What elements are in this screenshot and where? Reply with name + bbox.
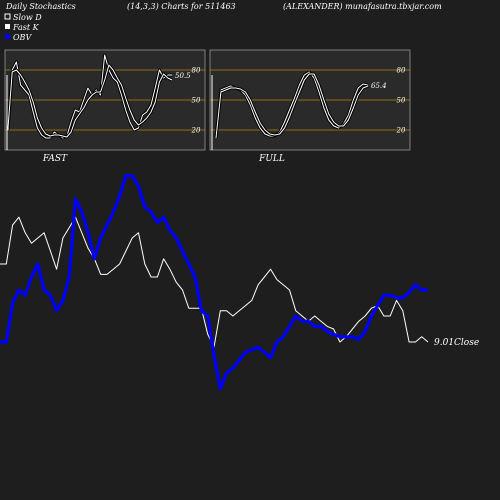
full-last-value-label: 65.4 bbox=[371, 82, 387, 90]
legend-label-fast-k: Fast K bbox=[12, 23, 40, 32]
fast-y-tick-20: 20 bbox=[191, 127, 201, 135]
price-obv-panel: 9.01Close bbox=[0, 174, 479, 391]
fast-series-lines bbox=[6, 53, 173, 150]
price-obv-series-lines bbox=[0, 174, 429, 391]
full-y-tick-20: 20 bbox=[396, 127, 406, 135]
legend-marker-fast-k bbox=[5, 24, 10, 29]
full-y-ticks: 20 50 80 bbox=[396, 67, 406, 135]
fast-last-value-label: 50.5 bbox=[175, 72, 191, 80]
fast-y-tick-50: 50 bbox=[192, 97, 201, 105]
full-y-tick-50: 50 bbox=[397, 97, 406, 105]
legend: Slow D Fast K OBV bbox=[4, 13, 42, 42]
full-panel-label: FULL bbox=[258, 154, 285, 164]
fast-y-ticks: 20 50 80 bbox=[191, 67, 201, 135]
legend-label-obv: OBV bbox=[13, 33, 32, 42]
full-series-lines bbox=[211, 70, 369, 150]
legend-marker-slow-d bbox=[4, 13, 11, 20]
close-value-label: 9.01Close bbox=[434, 338, 479, 348]
chart-params: (14,3,3) Charts for 511463 bbox=[127, 2, 236, 11]
legend-marker-obv bbox=[5, 34, 10, 39]
full-reference-lines bbox=[210, 69, 410, 131]
fast-slow-d-line bbox=[7, 64, 173, 138]
full-y-tick-80: 80 bbox=[397, 67, 406, 75]
chart-source: (ALEXANDER) munafasutra.tbxjar.com bbox=[283, 2, 442, 11]
fast-panel-label: FAST bbox=[42, 154, 68, 164]
obv-line bbox=[0, 174, 428, 391]
full-full-d-line bbox=[215, 73, 369, 139]
fast-fast-k-line bbox=[7, 54, 172, 139]
fast-stochastic-panel: 20 50 80 50.5 FAST bbox=[4, 49, 206, 164]
full-stochastic-panel: 20 50 80 65.4 FULL bbox=[209, 49, 411, 164]
chart-title: Daily Stochastics bbox=[5, 2, 76, 11]
legend-label-slow-d: Slow D bbox=[13, 13, 42, 22]
fast-y-tick-80: 80 bbox=[192, 67, 201, 75]
